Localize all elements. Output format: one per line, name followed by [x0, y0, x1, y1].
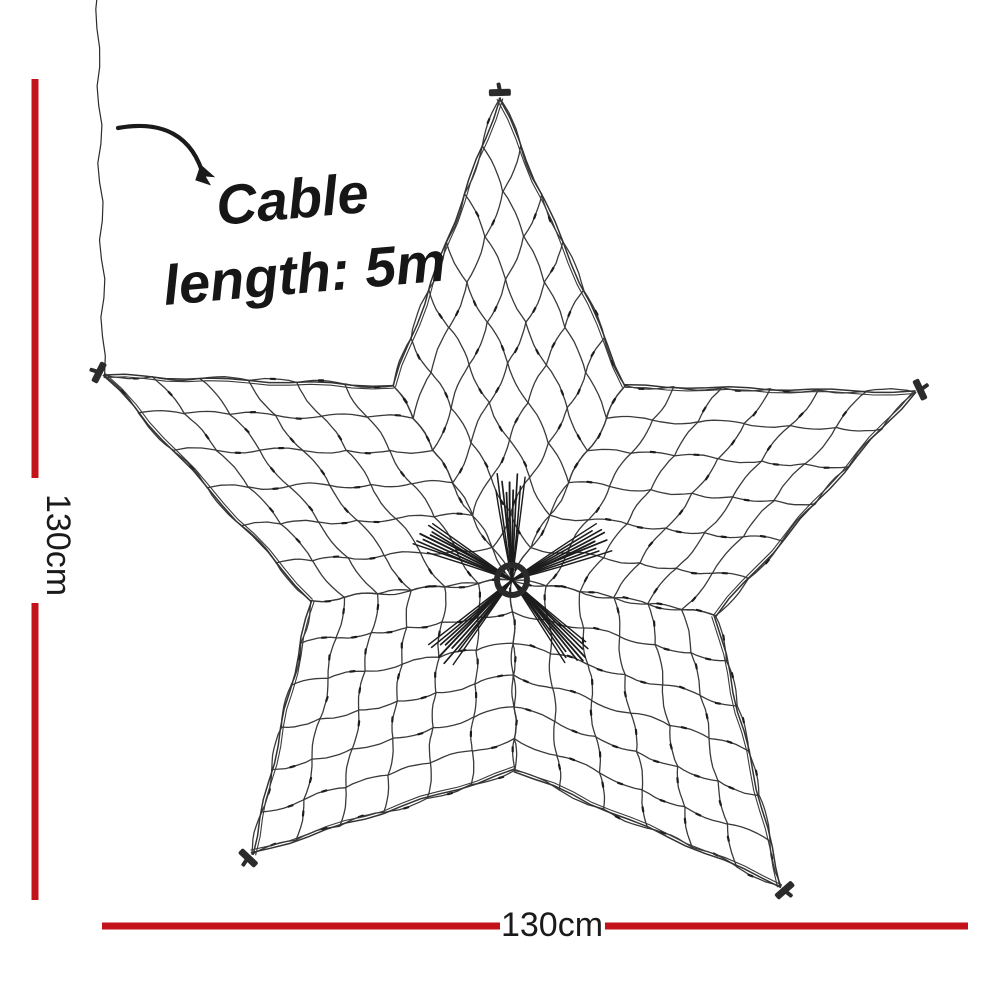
svg-text:130cm: 130cm	[501, 906, 603, 944]
svg-text:130cm: 130cm	[39, 494, 77, 596]
svg-text:Cable: Cable	[214, 161, 371, 237]
